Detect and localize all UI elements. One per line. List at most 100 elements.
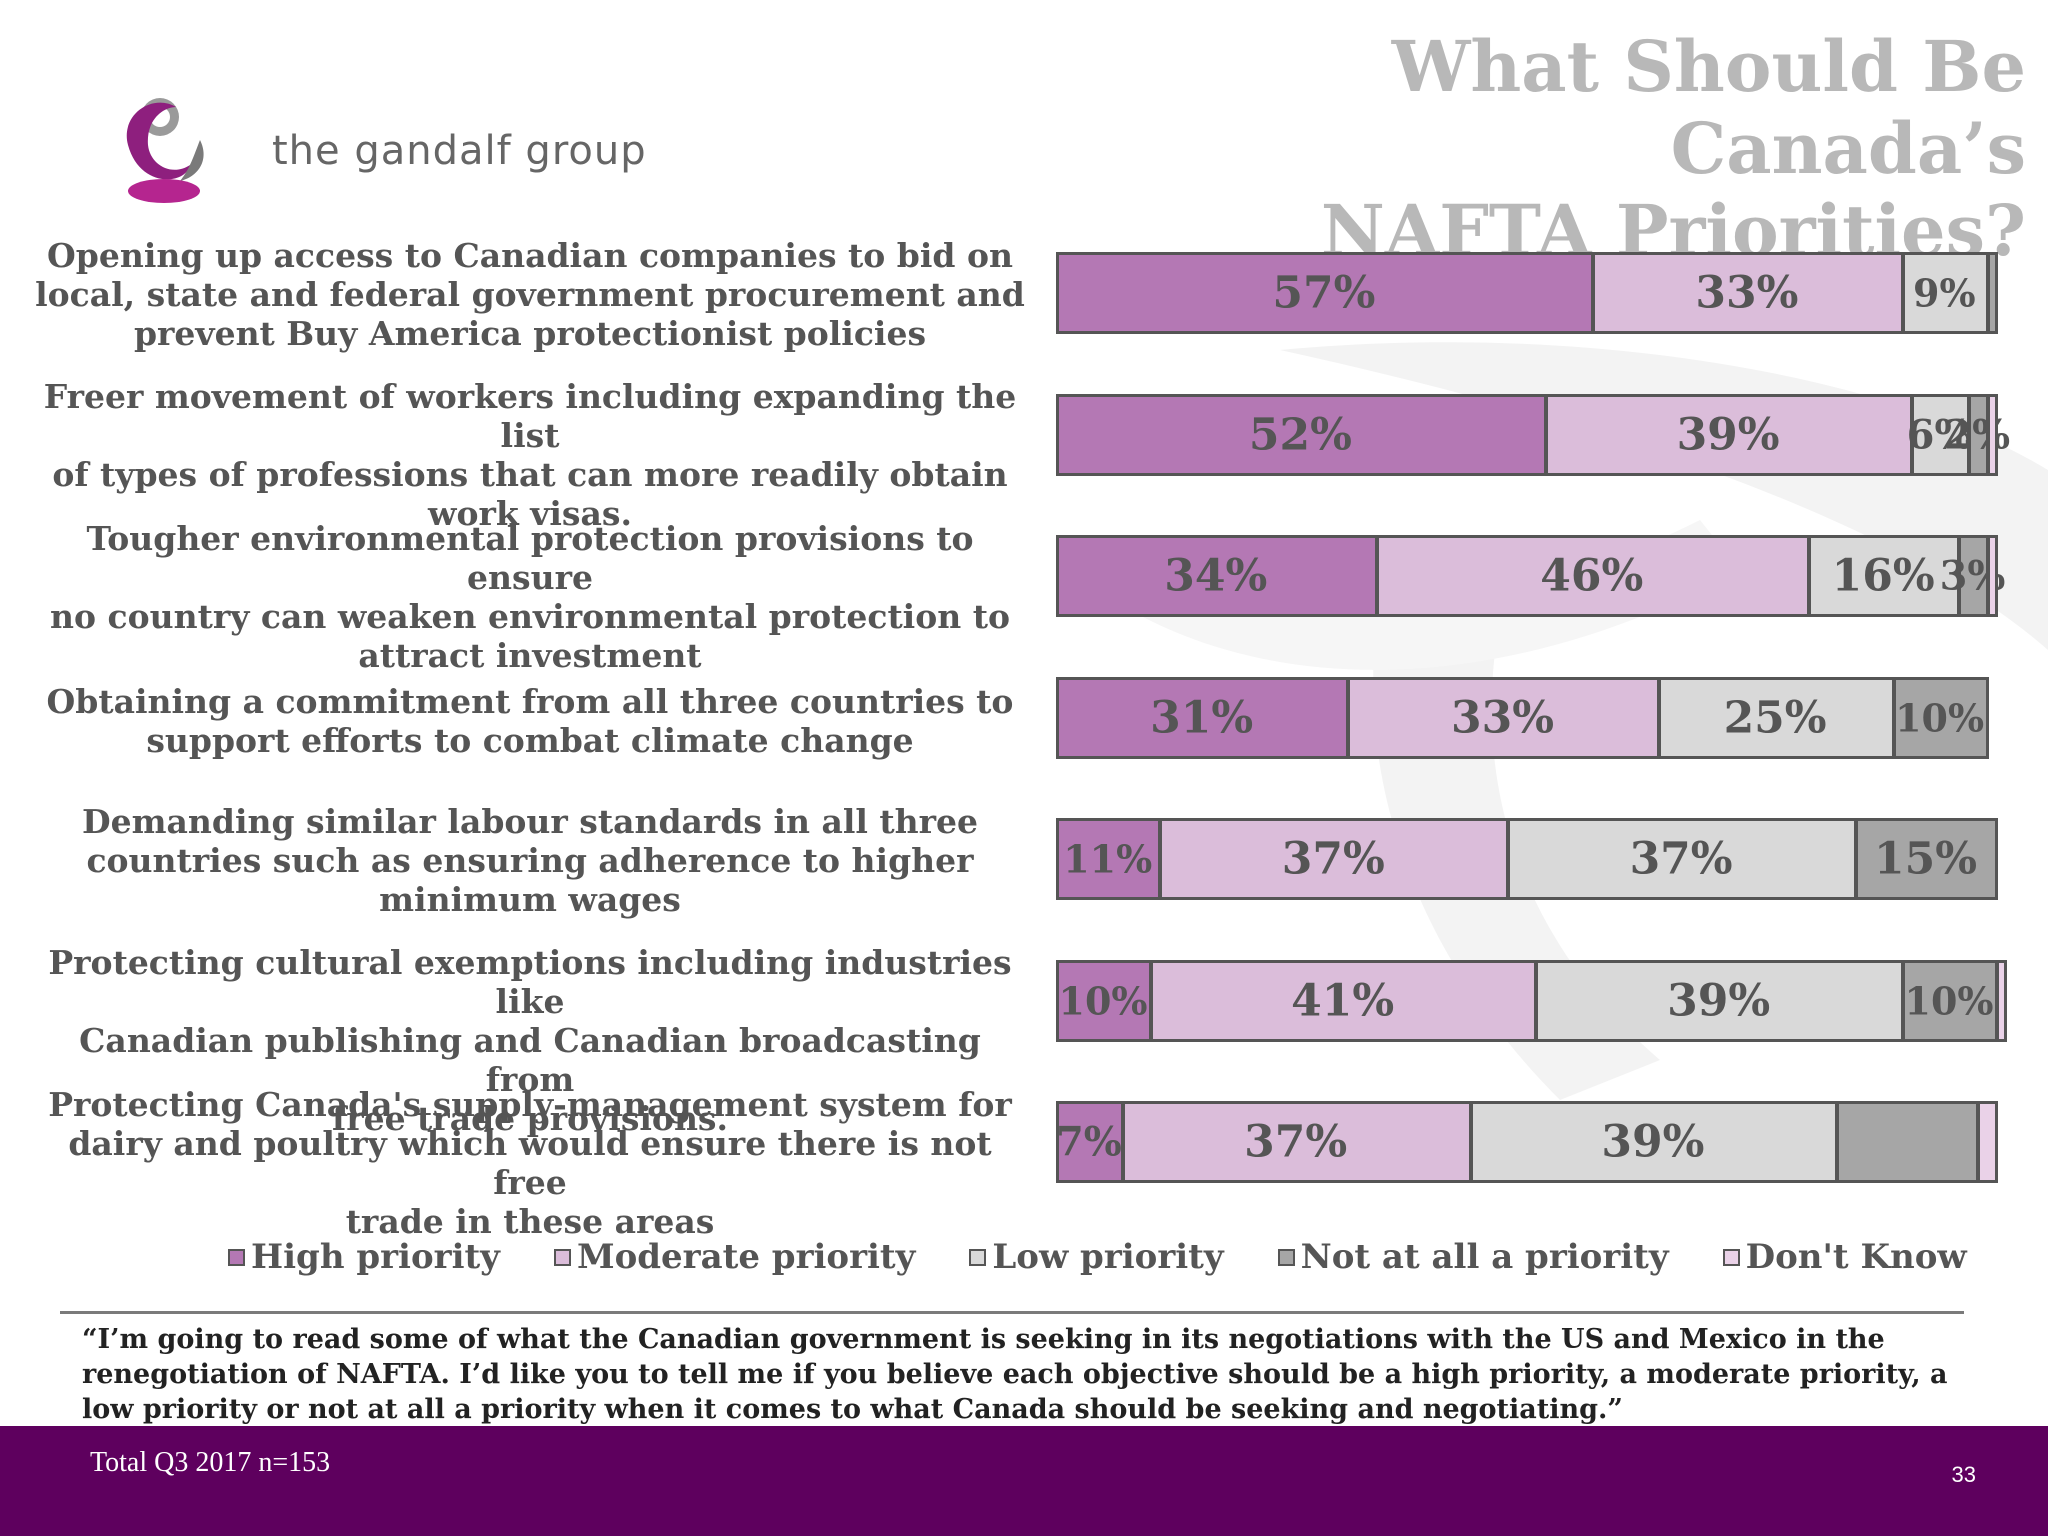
data-label: 46% [1540, 550, 1644, 602]
data-label: 31% [1150, 692, 1254, 744]
legend-swatch [1722, 1248, 1740, 1266]
data-label: 9% [1913, 270, 1976, 316]
bar-segment [1902, 252, 1989, 334]
page-number: 33 [1951, 1462, 1976, 1487]
category-label-line: Protecting cultural exemptions including… [48, 942, 1012, 1021]
data-label: 7% [1055, 1118, 1122, 1166]
category-label-line: support efforts to combat climate change [146, 721, 914, 760]
bar-segment [1892, 677, 1989, 759]
data-label: 11% [1063, 836, 1153, 882]
category-label-line: dairy and poultry which would ensure the… [68, 1123, 992, 1202]
data-label: 57% [1272, 267, 1376, 319]
bar-segment [1855, 818, 1998, 900]
legend-item: Don't Know [1722, 1237, 1967, 1277]
category-label-line: Canadian publishing and Canadian broadca… [79, 1020, 981, 1099]
bar-segment [1977, 1101, 1998, 1183]
data-label: 6% [1906, 411, 1973, 459]
bar-segment [1958, 535, 1989, 617]
data-label: 37% [1629, 833, 1733, 885]
category-label-line: Demanding similar labour standards in al… [81, 801, 979, 841]
data-label: 16% [1831, 550, 1935, 602]
bar-segment [1121, 1101, 1472, 1183]
category-label-line: Opening up access to Canadian companies … [47, 235, 1013, 275]
data-label: 52% [1248, 409, 1352, 461]
data-label: 37% [1244, 1116, 1348, 1168]
data-label: 2% [1944, 411, 2011, 459]
data-label: 15% [1873, 833, 1978, 885]
category-label: Demanding similar labour standards in al… [30, 802, 1030, 919]
category-label: Opening up access to Canadian companies … [30, 236, 1030, 353]
data-label: 10% [1058, 978, 1148, 1024]
bar-segment [1056, 535, 1378, 617]
category-label: Tougher environmental protection provisi… [30, 519, 1030, 675]
bar-segment [1808, 535, 1961, 617]
gandalf-logo-icon [126, 98, 204, 203]
legend-item: Moderate priority [553, 1237, 916, 1277]
data-label: 41% [1291, 975, 1395, 1027]
legend-label: Low priority [992, 1237, 1224, 1277]
category-label: Protecting cultural exemptions including… [30, 943, 1030, 1138]
category-label-line: Protecting Canada's supply-management sy… [48, 1084, 1012, 1124]
divider-line [60, 1311, 1964, 1314]
chart-legend: High priority Moderate priority Low priori… [228, 1232, 2021, 1282]
legend-item: Not at all a priority [1277, 1237, 1669, 1277]
bar-segment [1836, 1101, 1980, 1183]
data-label: 37% [1281, 833, 1385, 885]
bar-segment [1986, 535, 1998, 617]
legend-swatch [1277, 1248, 1295, 1266]
bar-segment [1544, 394, 1914, 476]
data-label: 39% [1676, 409, 1780, 461]
page-title: What Should Be Canada’s NAFTA Priorities… [1026, 26, 2026, 272]
category-label: Protecting Canada's supply-management sy… [30, 1085, 1030, 1241]
category-label-line: prevent Buy America protectionist polici… [133, 313, 927, 353]
bar-segment [1657, 677, 1895, 759]
sample-note: Total Q3 2017 n=153 [90, 1447, 331, 1478]
bar-segment [1056, 677, 1350, 759]
data-label: 25% [1723, 692, 1827, 744]
legend-swatch [228, 1248, 245, 1266]
category-label-line: no country can weaken environmental prot… [50, 596, 1010, 636]
category-label-line: of types of professions that can more re… [52, 454, 1008, 494]
bar-segment [1996, 960, 2008, 1042]
category-label-line: Obtaining a commitment from all three co… [46, 682, 1014, 721]
category-label-line: Tougher environmental protection provisi… [86, 518, 974, 597]
bar-segment [1159, 818, 1510, 900]
data-label: 39% [1667, 975, 1771, 1027]
bar-segment [1056, 394, 1547, 476]
bar-segment [1347, 677, 1660, 759]
legend-label: High priority [251, 1237, 500, 1277]
survey-question: “I’m going to read some of what the Cana… [82, 1324, 1948, 1425]
bar-segment [1986, 252, 1998, 334]
data-label: 10% [1895, 695, 1985, 741]
data-label: 33% [1695, 267, 1799, 319]
category-label-line: minimum wages [379, 879, 681, 919]
legend-item: High priority [228, 1237, 500, 1277]
data-label: 34% [1164, 550, 1268, 602]
legend-label: Moderate priority [576, 1237, 916, 1277]
bar-segment [1056, 1101, 1124, 1183]
title-line-1: What Should Be Canada’s [1391, 25, 2026, 190]
bar-segment [1056, 960, 1152, 1042]
category-label-line: attract investment [358, 635, 702, 675]
category-label-line: countries such as ensuring adherence to … [86, 840, 974, 880]
data-label: 39% [1601, 1116, 1705, 1168]
category-label: Freer movement of workers including expa… [30, 377, 1030, 533]
legend-item: Low priority [969, 1237, 1224, 1277]
category-label-line: free trade provisions. [332, 1098, 728, 1138]
data-label: 10% [1904, 978, 1994, 1024]
company-logo [90, 85, 670, 205]
legend-swatch [553, 1248, 571, 1266]
bar-segment [1535, 960, 1904, 1042]
legend-label: Not at all a priority [1300, 1237, 1669, 1277]
category-label-line: Freer movement of workers including expa… [43, 376, 1017, 455]
category-label: Obtaining a commitment from all three co… [30, 682, 1030, 760]
footer-bar [0, 1426, 2048, 1536]
bar-segment [1375, 535, 1810, 617]
category-label-line: trade in these areas [345, 1201, 715, 1241]
legend-swatch [969, 1248, 987, 1266]
legend-label: Don't Know [1745, 1237, 1967, 1277]
bar-segment [1507, 818, 1857, 900]
data-label: 33% [1450, 692, 1555, 744]
bar-segment [1986, 394, 1998, 476]
category-label-line: local, state and federal government proc… [35, 274, 1025, 314]
